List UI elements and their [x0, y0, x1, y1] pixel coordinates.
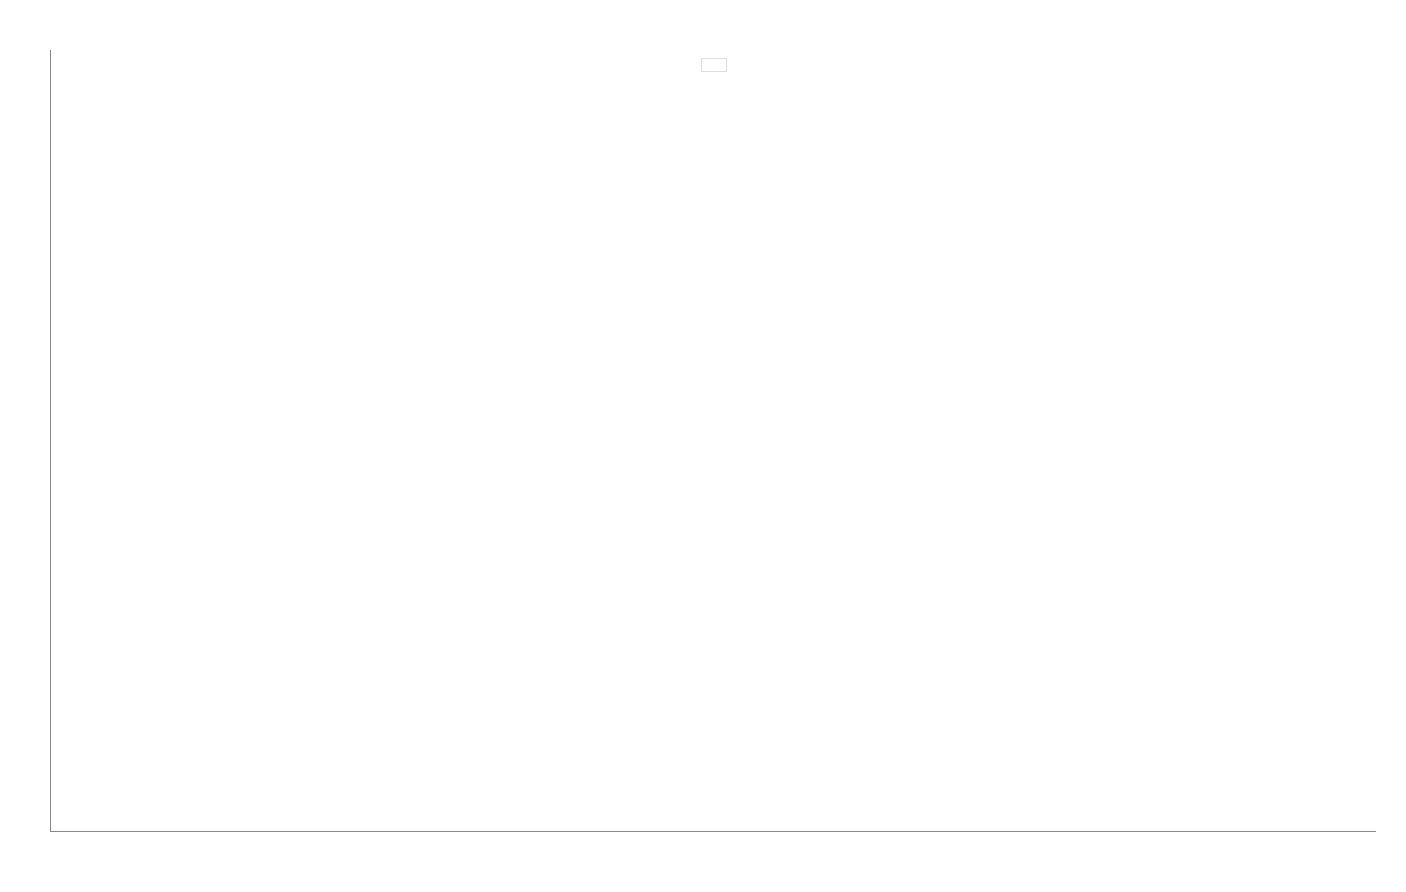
legend-correlation-box	[701, 58, 727, 72]
scatter-plot-area	[50, 50, 1376, 832]
chart-header	[0, 0, 1406, 40]
